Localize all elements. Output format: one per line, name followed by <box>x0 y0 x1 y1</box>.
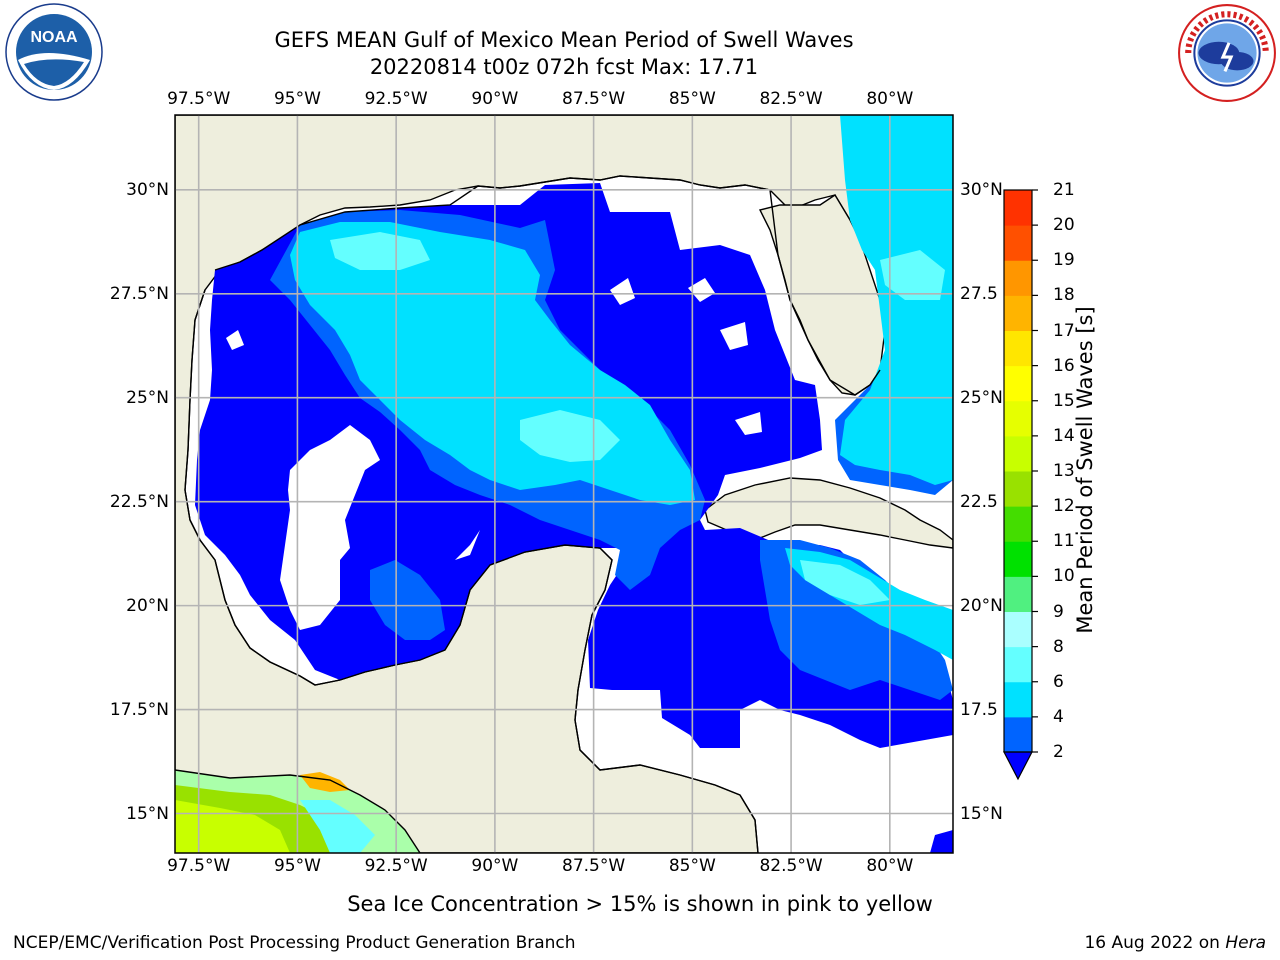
colorbar-segment <box>1004 400 1032 437</box>
longitude-label-top: 95°W <box>273 89 321 109</box>
colorbar-tick-label: 16 <box>1053 355 1075 376</box>
colorbar-segment <box>1004 225 1032 261</box>
longitude-label-bottom: 95°W <box>273 856 321 876</box>
latitude-label-left: 25°N <box>126 387 169 408</box>
colorbar-tick-label: 21 <box>1053 180 1075 200</box>
field-band-8s <box>880 250 945 300</box>
map-frame <box>174 114 954 854</box>
field-gap <box>720 322 748 350</box>
pacific-field <box>300 772 350 792</box>
colorbar-label: Mean Period of Swell Waves [s] <box>1073 306 1097 634</box>
colorbar-segment <box>1004 646 1032 683</box>
field-gap <box>735 412 762 435</box>
colorbar-tick-label: 15 <box>1053 390 1075 411</box>
field-band-8s <box>520 410 620 462</box>
field-band-6s <box>840 115 953 485</box>
longitude-label-bottom: 85°W <box>668 856 716 876</box>
colorbar-tick-label: 2 <box>1053 742 1064 762</box>
field-gap <box>455 530 480 560</box>
latitude-label-left: 15°N <box>126 803 169 824</box>
colorbar-tick-label: 4 <box>1053 706 1064 727</box>
longitude-label-bottom: 82.5°W <box>759 856 823 876</box>
longitude-label-top: 97.5°W <box>167 89 231 109</box>
longitude-label-bottom: 97.5°W <box>167 856 231 876</box>
longitude-label-top: 87.5°W <box>562 89 626 109</box>
latitude-label-right: 30°N <box>960 179 1003 200</box>
colorbar-tick-label: 12 <box>1053 496 1075 517</box>
latitude-label-left: 20°N <box>126 595 169 616</box>
latitude-label-left: 30°N <box>126 179 169 200</box>
field-gap <box>280 425 380 630</box>
colorbar-segment <box>1004 611 1032 648</box>
credit-text: NCEP/EMC/Verification Post Processing Pr… <box>13 933 576 953</box>
colorbar-tick-label: 13 <box>1053 461 1075 481</box>
longitude-label-top: 82.5°W <box>759 89 823 109</box>
latitude-label-right: 27.5 <box>960 283 998 304</box>
latitude-label-left: 22.5°N <box>109 491 169 512</box>
latitude-label-right: 25°N <box>960 387 1003 408</box>
colorbar-tick-label: 8 <box>1053 636 1064 657</box>
colorbar-tick-label: 19 <box>1053 250 1075 271</box>
date-text: 16 Aug 2022 on <box>1084 933 1220 953</box>
map-title: GEFS MEAN Gulf of Mexico Mean Period of … <box>274 28 854 52</box>
colorbar-segment <box>1004 541 1032 577</box>
colorbar-tick-label: 11 <box>1053 531 1075 552</box>
field-band-4s <box>370 560 445 640</box>
colorbar-tick-label: 17 <box>1053 320 1075 341</box>
colorbar-segment <box>1004 330 1032 367</box>
longitude-label-top: 80°W <box>866 89 914 109</box>
colorbar-segment <box>1004 471 1032 507</box>
latitude-label-left: 17.5°N <box>109 699 169 720</box>
swell-field-layer <box>175 115 953 853</box>
colorbar-segment <box>1004 506 1032 542</box>
colorbar-segment <box>1004 576 1032 612</box>
nws-logo <box>1178 4 1276 102</box>
field-gap <box>610 278 635 305</box>
noaa-logo-text: NOAA <box>30 29 78 46</box>
latitude-label-right: 17.5 <box>960 699 998 720</box>
machine-name: Hera <box>1225 933 1266 953</box>
longitude-label-top: 90°W <box>471 89 519 109</box>
field-gap <box>226 330 244 350</box>
colorbar-tick-label: 6 <box>1053 671 1064 692</box>
gridlines <box>175 115 953 853</box>
colorbar-segment <box>1004 435 1032 472</box>
colorbar-tick-label: 18 <box>1053 285 1075 306</box>
longitude-label-top: 92.5°W <box>364 89 428 109</box>
colorbar-segment <box>1004 365 1032 402</box>
latitude-label-left: 27.5°N <box>109 283 169 304</box>
sea-ice-note: Sea Ice Concentration > 15% is shown in … <box>347 892 933 916</box>
longitude-label-top: 85°W <box>668 89 716 109</box>
coastline-layer <box>175 175 881 853</box>
date-stamp: 16 Aug 2022 on Hera <box>1084 933 1266 953</box>
colorbar-segment <box>1004 190 1032 226</box>
longitude-label-bottom: 87.5°W <box>562 856 626 876</box>
colorbar-segment <box>1004 716 1032 753</box>
field-band-8s <box>800 560 890 605</box>
colorbar-segment <box>1004 295 1032 331</box>
colorbar-tick-label: 14 <box>1053 425 1075 446</box>
map-subtitle: 20220814 t00z 072h fcst Max: 17.71 <box>369 55 759 79</box>
latitude-label-right: 22.5 <box>960 491 998 512</box>
colorbar-extend-triangle <box>1003 751 1033 781</box>
longitude-label-bottom: 90°W <box>471 856 519 876</box>
pacific-field <box>930 830 953 853</box>
noaa-logo: NOAA <box>5 3 103 101</box>
colorbar-segment <box>1004 681 1032 718</box>
colorbar-tick-label: 20 <box>1053 215 1075 236</box>
latitude-label-right: 20°N <box>960 595 1003 616</box>
latitude-label-right: 15°N <box>960 803 1003 824</box>
colorbar-segment <box>1004 260 1032 296</box>
colorbar <box>1003 189 1038 781</box>
colorbar-tick-label: 10 <box>1053 566 1075 587</box>
longitude-label-bottom: 80°W <box>866 856 914 876</box>
colorbar-tick-label: 9 <box>1053 601 1064 622</box>
field-band-8s <box>330 232 430 270</box>
longitude-label-bottom: 92.5°W <box>364 856 428 876</box>
field-gap <box>688 278 715 302</box>
